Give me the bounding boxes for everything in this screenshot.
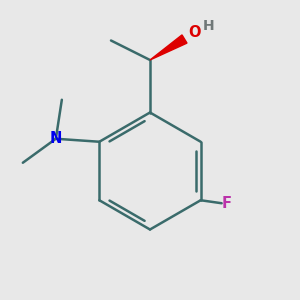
Text: F: F (221, 196, 231, 211)
Text: H: H (203, 19, 214, 33)
Polygon shape (150, 35, 187, 60)
Text: O: O (188, 25, 201, 40)
Text: N: N (50, 131, 62, 146)
